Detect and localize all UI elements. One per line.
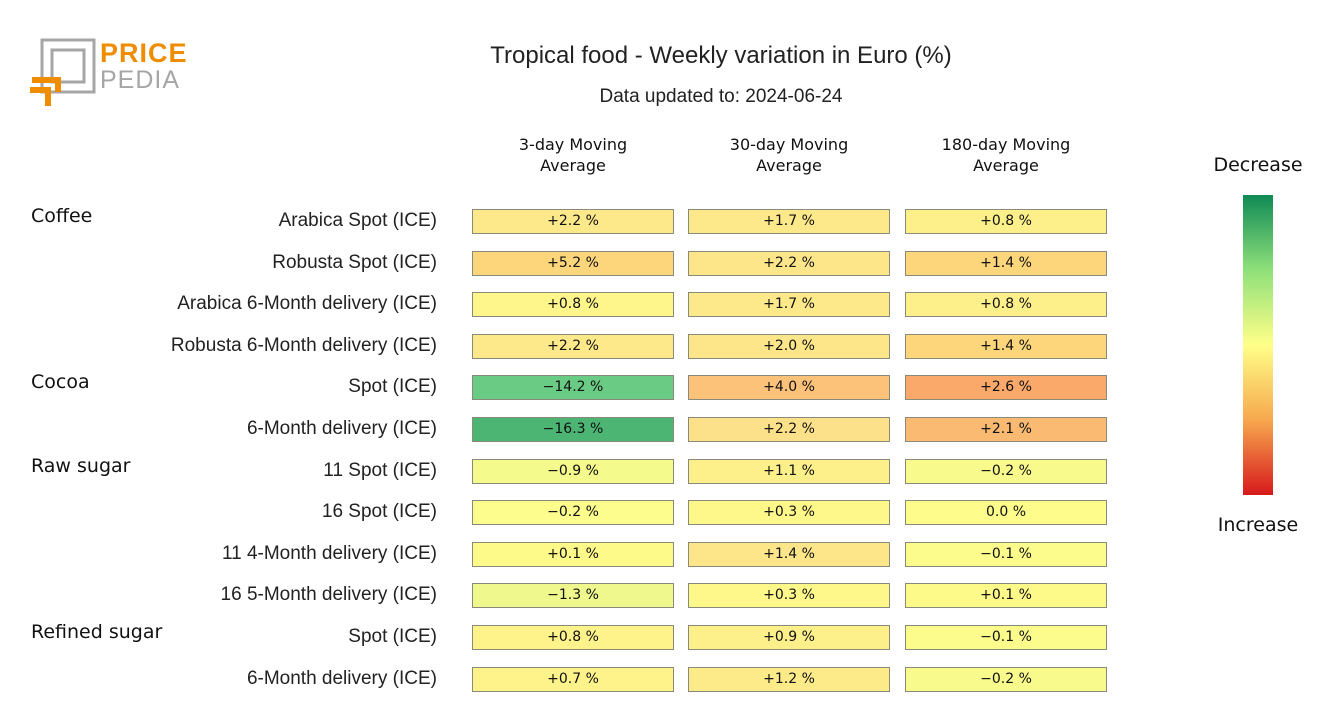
heatmap-cell: +1.4 % [905,333,1107,359]
heatmap-cell: +0.8 % [905,292,1107,318]
logo-text-price: PRICE [100,38,188,68]
row-label: Spot (ICE) [348,376,437,398]
heatmap-cell: −0.9 % [472,458,674,484]
heatmap-cell: +0.1 % [472,541,674,567]
heatmap-cell: 0.0 % [905,500,1107,526]
heatmap-cell: −0.2 % [472,500,674,526]
heatmap-cell: +2.0 % [688,333,890,359]
group-label: Refined sugar [31,621,163,643]
heatmap-cell: −0.2 % [905,666,1107,692]
row-label: 11 Spot (ICE) [323,459,437,481]
heatmap-cell: +0.8 % [472,625,674,650]
heatmap-cell: +2.2 % [472,209,674,234]
chart-subtitle: Data updated to: 2024-06-24 [599,86,843,107]
row-label: Arabica 6-Month delivery (ICE) [177,293,437,315]
row-label: Robusta Spot (ICE) [272,251,437,273]
column-header-3day: 3-day Moving Average [518,135,628,175]
group-label: Coffee [31,205,93,227]
heatmap-cell: +2.1 % [905,417,1107,442]
heatmap-cell: +2.2 % [688,417,890,442]
heatmap-cell: −0.1 % [905,541,1107,567]
column-header-30day: 30-day Moving Average [729,135,849,175]
row-label: Arabica Spot (ICE) [278,210,437,231]
column-header-180day: 180-day Moving Average [941,135,1071,175]
heatmap-cell: −16.3 % [472,417,674,442]
heatmap-cell: −0.2 % [905,458,1107,484]
heatmap-cell: +1.4 % [688,541,890,567]
logo-text-pedia: PEDIA [100,66,181,94]
group-label: Cocoa [31,371,90,394]
colorbar-bottom-label: Increase [1217,514,1299,536]
row-label: Robusta 6-Month delivery (ICE) [170,334,437,356]
heatmap-cell: +0.8 % [472,292,674,318]
heatmap-cell: +1.7 % [688,209,890,234]
row-label: 16 5-Month delivery (ICE) [220,584,437,606]
heatmap-cell: +5.2 % [472,250,674,276]
heatmap-cell: +0.3 % [688,583,890,609]
chart-title: Tropical food - Weekly variation in Euro… [490,42,952,69]
row-label: 6-Month delivery (ICE) [246,667,437,689]
heatmap-cell: +1.2 % [688,666,890,692]
pricepedia-logo: PRICE PEDIA [28,36,198,110]
row-label: 6-Month delivery (ICE) [246,418,437,439]
heatmap-cell: +1.4 % [905,250,1107,276]
row-label: 16 Spot (ICE) [321,501,437,523]
heatmap-cell: +2.2 % [688,250,890,276]
heatmap-cell: +0.9 % [688,625,890,650]
colorbar [1243,195,1273,495]
heatmap-cell: +0.7 % [472,666,674,692]
group-label: Raw sugar [31,454,131,477]
heatmap-cell: +0.1 % [905,583,1107,609]
heatmap-cell: +2.2 % [472,333,674,359]
heatmap-cell: +2.6 % [905,375,1107,401]
heatmap-cell: +4.0 % [688,375,890,401]
logo-mark-icon [30,38,96,106]
heatmap-cell: +0.3 % [688,500,890,526]
heatmap-cell: −0.1 % [905,625,1107,650]
heatmap-cell: +0.8 % [905,209,1107,234]
row-label: 11 4-Month delivery (ICE) [221,542,437,564]
heatmap-cell: +1.7 % [688,292,890,318]
row-label: Spot (ICE) [348,626,437,647]
heatmap-cell: −14.2 % [472,375,674,401]
heatmap-cell: −1.3 % [472,583,674,609]
heatmap-cell: +1.1 % [688,458,890,484]
colorbar-top-label: Decrease [1213,154,1303,176]
